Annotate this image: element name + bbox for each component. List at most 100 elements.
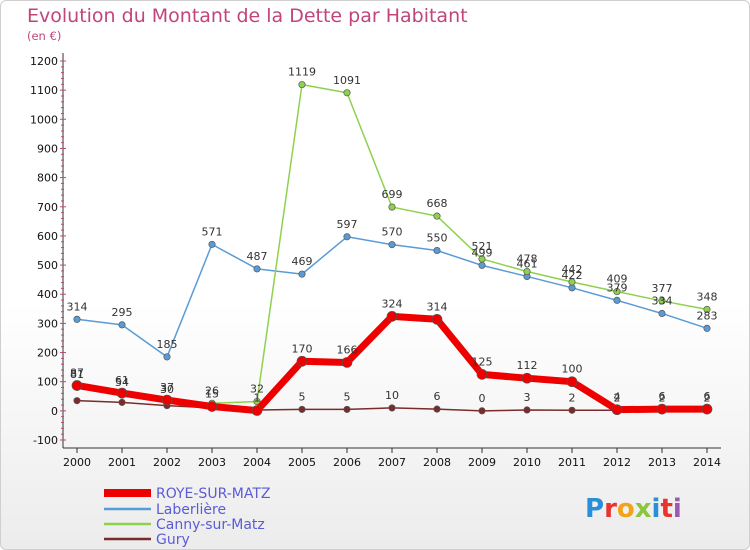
data-label: 54 — [115, 376, 129, 389]
data-label: 377 — [652, 282, 673, 295]
data-point — [478, 261, 486, 269]
data-point — [71, 380, 83, 391]
y-tick-label: 800 — [37, 172, 58, 185]
y-tick-label: 1000 — [30, 113, 58, 126]
legend-label: Canny-sur-Matz — [156, 517, 265, 533]
data-point — [73, 397, 81, 405]
data-label: 30 — [160, 383, 174, 396]
data-point — [433, 405, 441, 413]
data-point — [433, 212, 441, 220]
data-point — [521, 372, 533, 384]
y-tick-label: 900 — [37, 142, 58, 155]
data-label: 185 — [157, 338, 178, 351]
data-point — [251, 405, 263, 416]
data-point — [161, 394, 173, 406]
data-label: 1 — [254, 392, 261, 405]
data-point — [613, 296, 621, 304]
data-point — [343, 233, 351, 241]
x-tick-label: 2005 — [288, 456, 316, 469]
x-tick-label: 2000 — [63, 456, 91, 469]
proxiti-logo: Proxiti — [585, 494, 682, 524]
data-label: 61 — [115, 374, 129, 387]
x-tick-label: 2006 — [333, 456, 361, 469]
y-tick-label: 1200 — [30, 55, 58, 68]
data-label: 1091 — [333, 74, 361, 87]
data-point — [253, 265, 261, 273]
data-point — [568, 278, 576, 286]
data-label: 324 — [382, 297, 403, 310]
data-point — [433, 246, 441, 255]
data-label: 87 — [70, 366, 84, 379]
data-label: 6 — [659, 390, 666, 403]
y-tick-label: -100 — [33, 434, 58, 447]
data-point — [478, 407, 486, 415]
data-label: 348 — [697, 290, 718, 303]
data-label: 2 — [704, 391, 711, 404]
data-label: 469 — [292, 255, 313, 268]
legend-label: ROYE-SUR-MATZ — [156, 486, 271, 502]
x-tick-label: 2012 — [603, 456, 631, 469]
data-point — [613, 288, 621, 296]
data-point — [568, 406, 576, 414]
data-label: 521 — [472, 240, 493, 253]
x-tick-label: 2002 — [153, 456, 181, 469]
y-tick-label: 700 — [37, 201, 58, 214]
x-tick-label: 2010 — [513, 456, 541, 469]
data-label: 112 — [517, 359, 538, 372]
x-tick-label: 2011 — [558, 456, 586, 469]
data-label: 334 — [652, 294, 673, 307]
data-label: 1119 — [288, 66, 316, 79]
data-label: 81 — [70, 368, 84, 381]
data-point — [388, 203, 396, 211]
data-point — [476, 369, 488, 380]
data-point — [388, 404, 396, 412]
data-label: 461 — [517, 257, 538, 270]
legend-label: Gury — [156, 532, 190, 548]
data-label: 571 — [202, 225, 223, 238]
data-point — [568, 284, 576, 292]
data-point — [73, 315, 81, 323]
data-label: 10 — [385, 389, 399, 402]
data-point — [118, 398, 126, 406]
data-label: 37 — [160, 381, 174, 394]
data-point — [566, 376, 578, 388]
x-tick-label: 2003 — [198, 456, 226, 469]
data-point — [343, 405, 351, 413]
data-label: 2 — [659, 391, 666, 404]
data-point — [656, 403, 668, 415]
data-label: 379 — [607, 281, 628, 294]
data-point — [118, 321, 126, 329]
data-point — [431, 313, 443, 325]
data-label: 6 — [434, 390, 441, 403]
data-label: 283 — [697, 309, 718, 322]
data-label: 295 — [112, 306, 133, 319]
data-point — [298, 81, 306, 89]
x-tick-label: 2013 — [648, 456, 676, 469]
data-point — [611, 404, 623, 416]
y-tick-label: 500 — [37, 259, 58, 272]
data-label: 6 — [704, 390, 711, 403]
data-label: 668 — [427, 197, 448, 210]
data-point — [703, 324, 711, 332]
data-label: 3 — [524, 391, 531, 404]
x-tick-label: 2007 — [378, 456, 406, 469]
data-label: 0 — [479, 392, 486, 405]
data-label: 442 — [562, 263, 583, 276]
data-point — [703, 305, 711, 313]
legend-label: Laberlière — [156, 502, 226, 518]
data-point — [523, 406, 531, 414]
data-label: 699 — [382, 188, 403, 201]
data-point — [658, 297, 666, 305]
y-tick-label: 300 — [37, 317, 58, 330]
data-label: 5 — [344, 390, 351, 403]
y-tick-label: 600 — [37, 230, 58, 243]
data-point — [523, 267, 531, 276]
data-label: 15 — [205, 387, 219, 400]
data-label: 478 — [517, 252, 538, 265]
data-label: 487 — [247, 250, 268, 263]
data-label: 26 — [205, 384, 219, 397]
data-point — [206, 401, 218, 412]
data-point — [298, 405, 306, 413]
